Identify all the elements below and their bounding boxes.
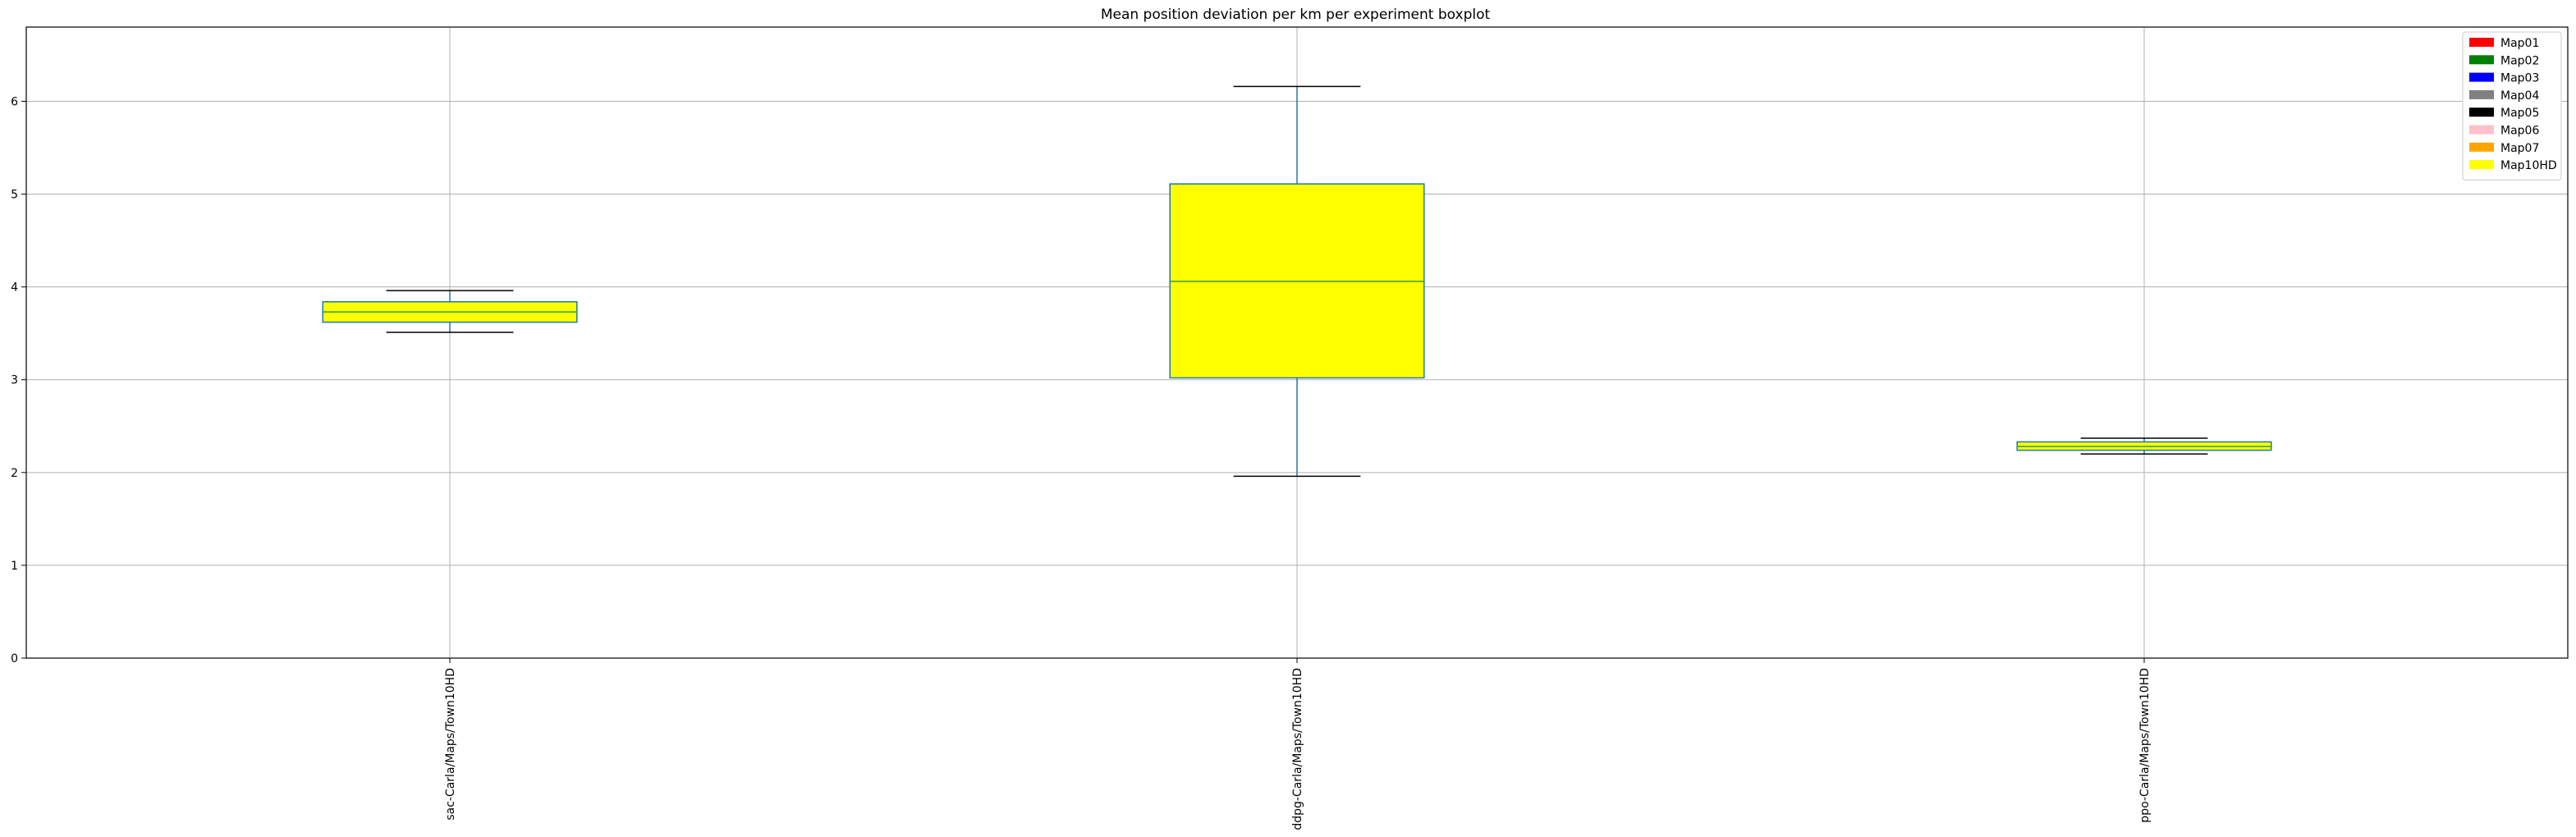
plot-frame [25, 26, 2569, 659]
x-tick-label: ddpg-Carla/Maps/Town10HD [1291, 668, 1304, 830]
legend-label: Map03 [2500, 72, 2539, 85]
axes: 0 1 2 3 4 5 6 sac-Carla/Maps/Town10HD ddpg-Carla… [11, 26, 2569, 830]
legend-swatch [2469, 89, 2494, 99]
legend-swatch [2469, 160, 2494, 170]
box-group [322, 290, 578, 333]
boxes [322, 85, 2272, 478]
y-tick-label: 0 [11, 652, 18, 665]
chart-title: Mean position deviation per km per exper… [1101, 7, 1491, 23]
box-group [1169, 85, 1425, 478]
legend-swatch [2469, 142, 2494, 152]
legend-swatch [2469, 55, 2494, 65]
legend-swatch [2469, 38, 2494, 47]
x-tick-label: sac-Carla/Maps/Town10HD [444, 668, 457, 821]
legend-label: Map05 [2500, 107, 2539, 120]
legend-label: Map02 [2500, 54, 2539, 67]
box-group [2016, 437, 2272, 455]
legend-swatch [2469, 72, 2494, 82]
legend-swatch [2469, 107, 2494, 117]
x-tick-label: ppo-Carla/Maps/Town10HD [2138, 668, 2152, 823]
legend-label: Map07 [2500, 142, 2539, 155]
legend-label: Map01 [2500, 37, 2539, 50]
legend-label: Map10HD [2500, 159, 2557, 172]
y-tick-label: 3 [11, 374, 18, 387]
legend-label: Map06 [2500, 125, 2539, 138]
y-tick-label: 2 [11, 467, 18, 480]
legend: Map01 Map02 Map03 Map04 Map05 Map06 Map07 Map10… [2462, 31, 2562, 181]
y-tick-label: 4 [11, 281, 18, 295]
y-tick-label: 5 [11, 189, 18, 202]
legend-swatch [2469, 125, 2494, 135]
legend-label: Map04 [2500, 89, 2539, 103]
y-tick-label: 1 [11, 560, 18, 573]
y-tick-label: 6 [11, 95, 18, 108]
